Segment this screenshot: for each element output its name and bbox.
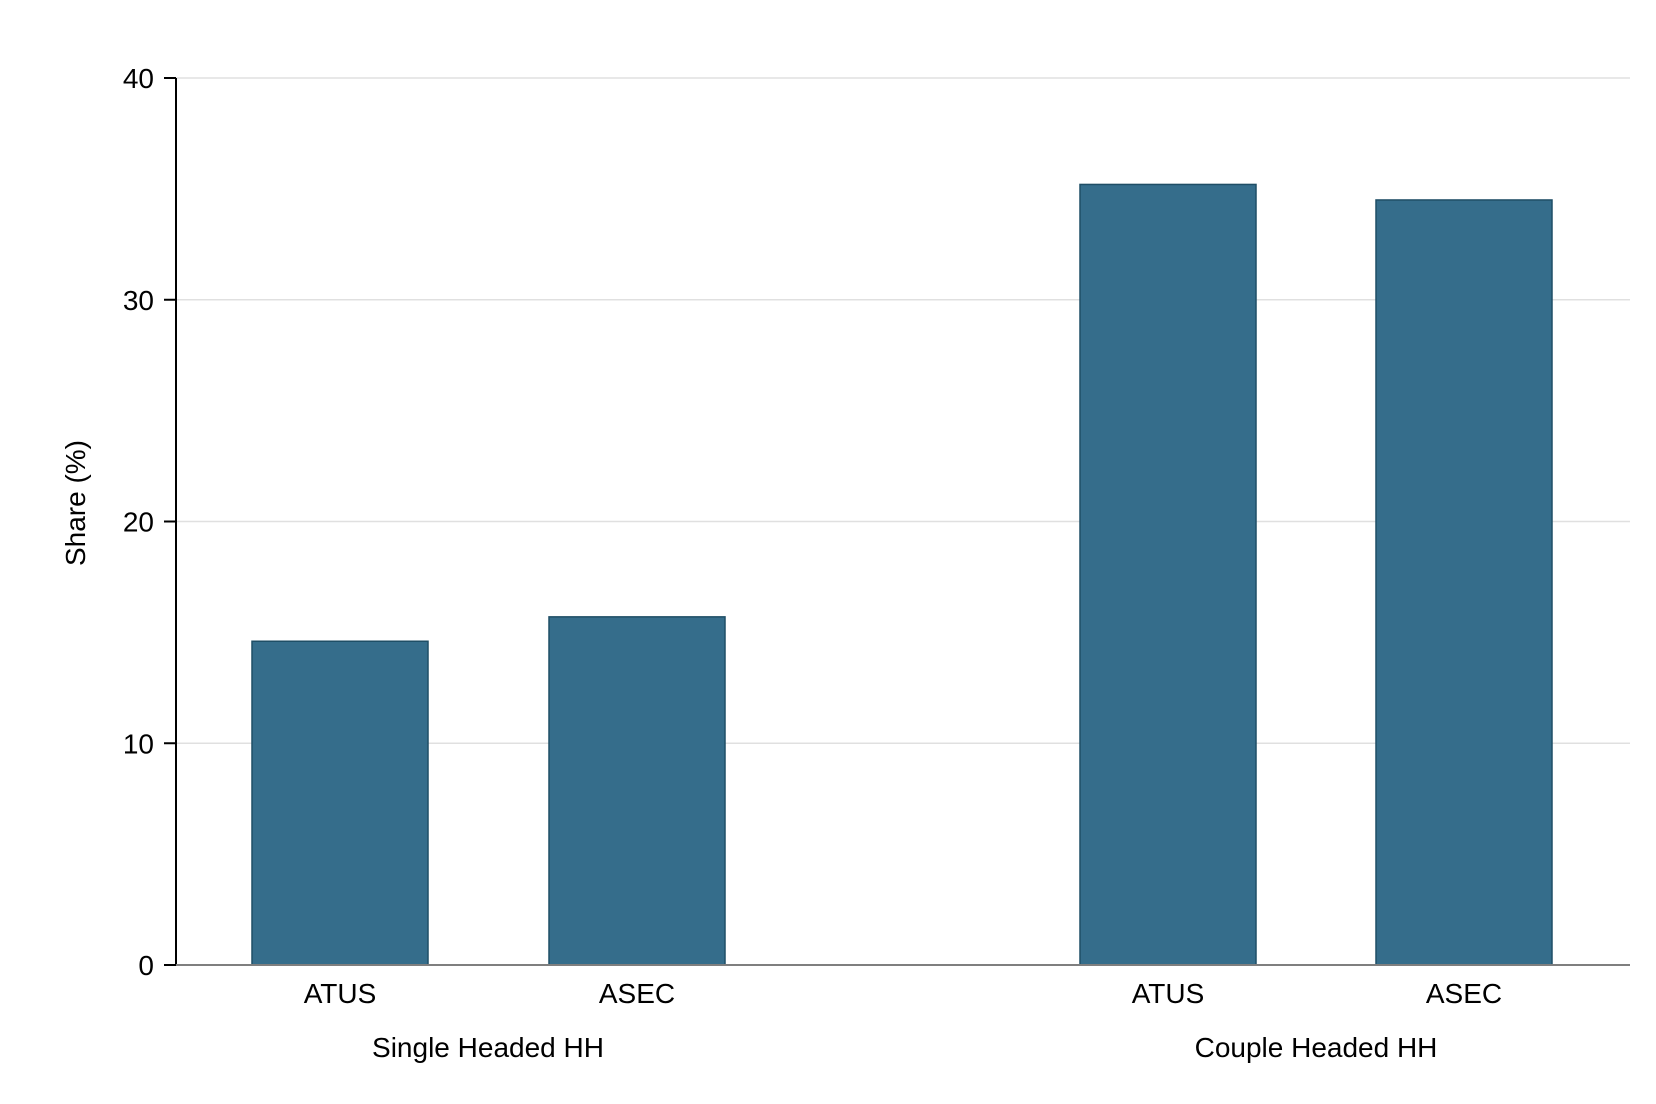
x-group-label: Couple Headed HH xyxy=(1195,1032,1438,1063)
x-category-label: ATUS xyxy=(1132,978,1205,1009)
bar-atus-couple xyxy=(1079,183,1257,966)
y-tick-label: 10 xyxy=(123,728,154,759)
y-axis-title: Share (%) xyxy=(60,440,91,566)
bar-asec-single xyxy=(548,616,726,966)
bar-atus-single xyxy=(251,640,429,966)
x-group-label: Single Headed HH xyxy=(372,1032,604,1063)
bar-asec-couple xyxy=(1375,199,1553,966)
bars xyxy=(251,183,1553,966)
axes xyxy=(175,78,1630,966)
x-category-label: ASEC xyxy=(599,978,675,1009)
x-category-label: ATUS xyxy=(304,978,377,1009)
y-tick-label: 20 xyxy=(123,507,154,538)
y-tick-label: 30 xyxy=(123,285,154,316)
y-tick-label: 40 xyxy=(123,63,154,94)
x-category-label: ASEC xyxy=(1426,978,1502,1009)
labels: 0 10 20 30 40 ATUS ASEC Single Headed HH ATUS ASE… xyxy=(123,63,1502,1063)
y-tick-label: 0 xyxy=(138,950,154,981)
